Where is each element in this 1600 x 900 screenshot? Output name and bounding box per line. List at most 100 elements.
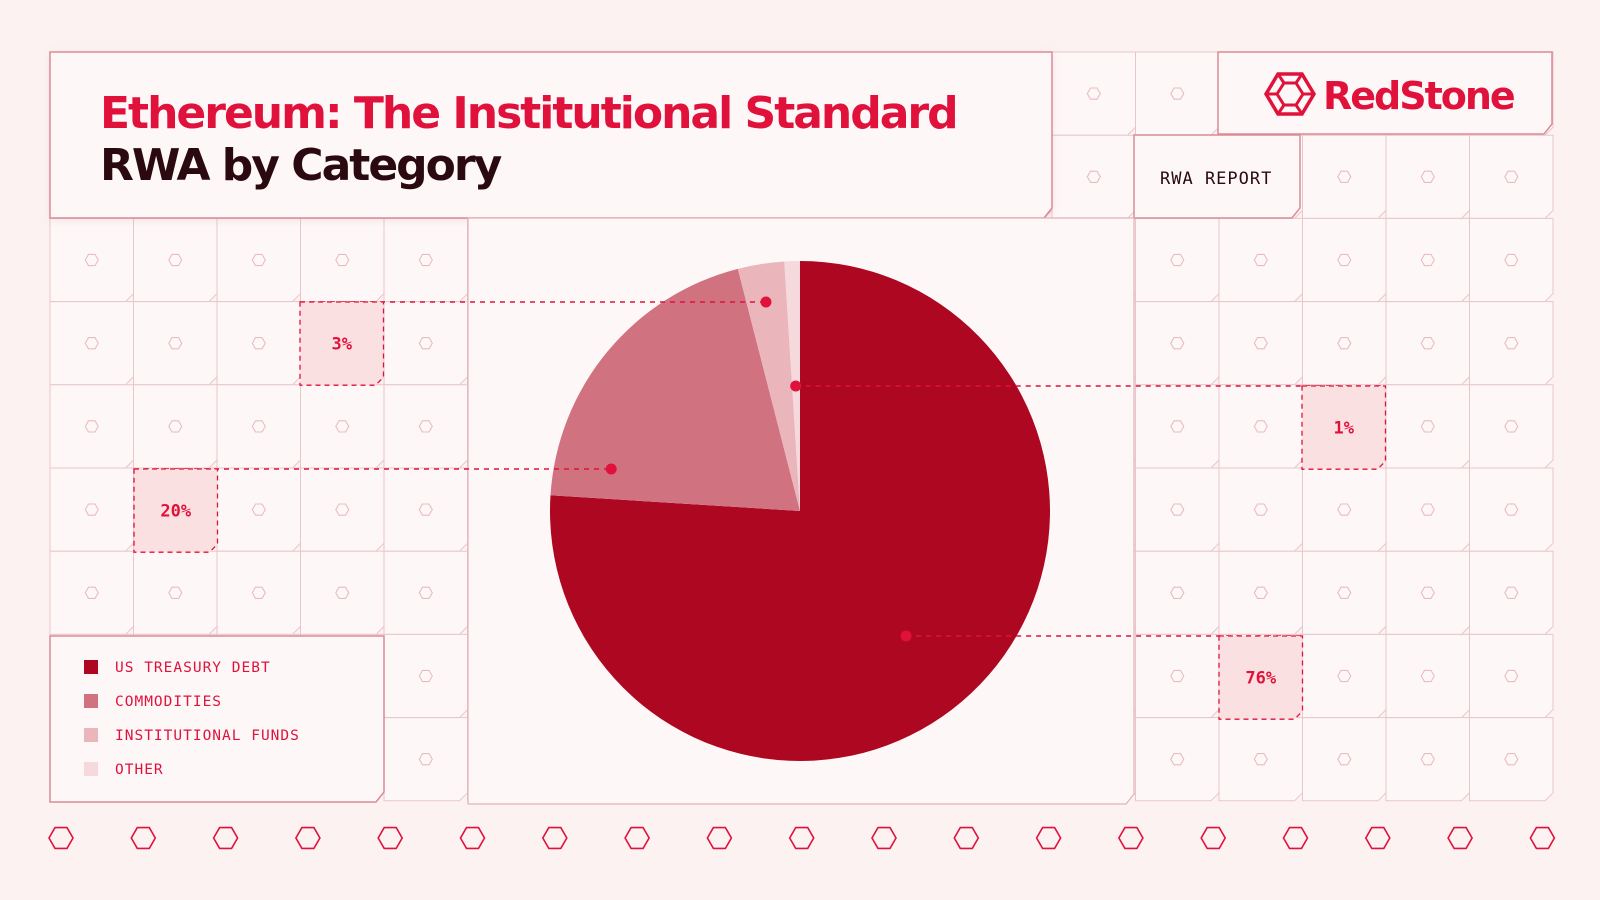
report-label: RWA REPORT (1160, 169, 1272, 189)
hexagon-icon (335, 503, 350, 516)
grid-cell (1302, 717, 1387, 802)
pie-slice-commodities (550, 268, 800, 511)
page-subtitle: RWA by Category (100, 140, 502, 191)
hexagon-icon (1504, 586, 1519, 599)
grid-cell (300, 217, 385, 303)
hexagon-icon (1253, 586, 1268, 599)
hexagon-icon (1504, 253, 1519, 267)
grid-cell (1469, 550, 1554, 635)
hexagon-icon (335, 253, 350, 267)
grid-cell (49, 217, 134, 303)
hexagon-icon (418, 337, 433, 350)
hexagon-icon (251, 253, 266, 267)
hexagon-icon (418, 669, 433, 683)
hexagon-icon (1337, 669, 1352, 683)
report-label-panel: RWA REPORT (1133, 134, 1301, 219)
grid-cell (1469, 633, 1554, 719)
grid-cell (1218, 467, 1303, 552)
hexagon-icon (1170, 753, 1185, 766)
grid-cell (300, 384, 385, 469)
hexagon-icon (1420, 420, 1435, 433)
grid-cell (49, 384, 134, 469)
grid-cell (1135, 550, 1220, 635)
hexagon-icon (168, 586, 183, 599)
hexagon-icon (1420, 337, 1435, 350)
hexagon-icon (788, 826, 815, 850)
pie-slice-us-treasury-debt (549, 261, 1050, 762)
hexagon-icon (1253, 753, 1268, 766)
hexagon-icon (1504, 753, 1519, 766)
grid-cell (1469, 384, 1554, 469)
hexagon-icon (418, 253, 433, 267)
hexagon-icon (84, 253, 99, 267)
callout-box (1218, 635, 1304, 720)
grid-cell (1302, 467, 1387, 552)
grid-cell (1302, 633, 1387, 719)
hexagon-icon (1170, 669, 1185, 683)
hexagon-icon (1253, 253, 1268, 267)
hexagon-icon (1337, 503, 1352, 516)
grid-cell (300, 467, 385, 552)
grid-cell (1218, 717, 1303, 802)
legend-label: US TREASURY DEBT (115, 660, 271, 676)
grid-cell (300, 550, 385, 635)
hexagon-icon (1447, 826, 1474, 850)
redstone-logo-icon (1263, 72, 1317, 116)
hexagon-icon (1420, 669, 1435, 683)
grid-cell (1218, 217, 1303, 303)
hexagon-icon (459, 826, 486, 850)
grid-cell (383, 633, 468, 719)
callout-dot (900, 630, 912, 642)
hexagon-icon (1420, 253, 1435, 267)
hexagon-icon (1117, 826, 1144, 850)
grid-cell (1135, 633, 1220, 719)
data-label: 3% (332, 335, 353, 355)
hexagon-icon (1504, 669, 1519, 683)
grid-cell (1051, 51, 1136, 136)
hexagon-icon (1504, 170, 1519, 183)
hexagon-icon (418, 586, 433, 599)
grid-cell (216, 217, 301, 303)
grid-cell (216, 550, 301, 635)
grid-cell (1385, 384, 1470, 469)
legend-label: COMMODITIES (115, 694, 222, 710)
legend-swatch (84, 660, 98, 674)
grid-cell (1469, 717, 1554, 802)
brand-name: RedStone (1323, 74, 1514, 118)
grid-cell (133, 217, 218, 303)
grid-cell (1135, 467, 1220, 552)
legend-swatch (84, 694, 98, 708)
grid-cell (383, 467, 468, 552)
hexagon-icon (1086, 170, 1101, 183)
hexagon-icon (418, 503, 433, 516)
callout-box (133, 468, 219, 553)
hexagon-icon (541, 826, 568, 850)
grid-cell (1218, 384, 1303, 469)
grid-cell (1302, 217, 1387, 303)
hexagon-icon (335, 420, 350, 433)
grid-cell (49, 550, 134, 635)
hexagon-icon (1364, 826, 1391, 850)
grid-cell (1051, 134, 1136, 219)
grid-cell (1302, 550, 1387, 635)
pie-chart (549, 261, 1050, 762)
grid-cell (133, 384, 218, 469)
grid-cell (383, 217, 468, 303)
hexagon-icon (1035, 826, 1062, 850)
grid-cell (1135, 51, 1220, 136)
grid-cell (1302, 301, 1387, 386)
grid-cell (1385, 134, 1470, 219)
grid-cell (216, 301, 301, 386)
hexagon-icon (1337, 170, 1352, 183)
hexagon-icon (1086, 87, 1101, 100)
hexagon-icon (168, 253, 183, 267)
grid-cell (1469, 217, 1554, 303)
grid-cell (1218, 301, 1303, 386)
data-label: 1% (1334, 419, 1355, 439)
hexagon-icon (130, 826, 157, 850)
grid-cell (1469, 134, 1554, 219)
grid-cell (1135, 301, 1220, 386)
data-label: 76% (1245, 669, 1276, 689)
hexagon-icon (1253, 337, 1268, 350)
grid-cell (1385, 550, 1470, 635)
